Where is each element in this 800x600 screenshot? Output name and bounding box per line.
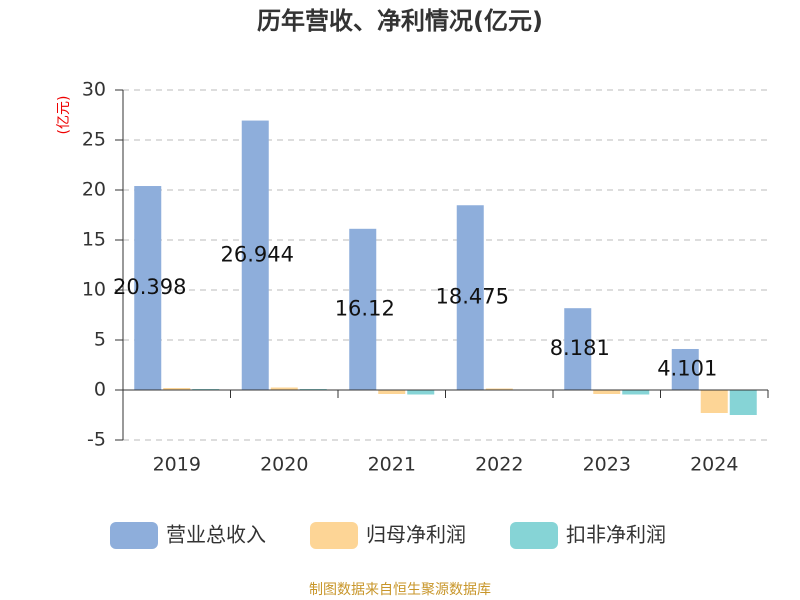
legend-label: 归母净利润 — [366, 523, 466, 547]
x-tick-label: 2020 — [260, 454, 308, 476]
chart-title: 历年营收、净利情况(亿元) — [257, 7, 543, 35]
x-tick-label: 2023 — [583, 454, 631, 476]
y-tick-label: 15 — [82, 229, 106, 251]
bar — [134, 186, 162, 390]
y-tick-label: 30 — [82, 79, 106, 101]
data-label: 20.398 — [113, 275, 186, 299]
legend-swatch — [110, 522, 158, 549]
bar — [485, 388, 513, 390]
legend-swatch — [310, 522, 358, 549]
y-tick-label: -5 — [87, 429, 106, 451]
data-label: 8.181 — [550, 336, 610, 360]
bar — [378, 390, 406, 394]
y-tick-label: 20 — [82, 179, 106, 201]
bar — [729, 390, 757, 415]
bar — [456, 205, 484, 390]
x-tick-label: 2024 — [690, 454, 738, 476]
source-note: 制图数据来自恒生聚源数据库 — [309, 582, 491, 598]
x-tick-label: 2021 — [368, 454, 416, 476]
data-label: 18.475 — [436, 285, 509, 309]
y-tick-label: 0 — [94, 379, 106, 401]
data-label: 26.944 — [221, 242, 294, 266]
legend-swatch — [510, 522, 558, 549]
y-tick-label: 10 — [82, 279, 106, 301]
y-tick-label: 25 — [82, 129, 106, 151]
data-label: 16.12 — [335, 296, 395, 320]
bar — [349, 228, 377, 390]
bar — [270, 387, 298, 390]
data-label: 4.101 — [657, 356, 717, 380]
bar — [163, 388, 191, 390]
y-tick-label: 5 — [94, 329, 106, 351]
bar — [407, 390, 435, 395]
y-axis-label: (亿元) — [56, 96, 72, 135]
bar — [564, 308, 592, 390]
bar — [700, 390, 728, 413]
bar — [241, 120, 269, 390]
legend-label: 营业总收入 — [166, 523, 266, 547]
x-tick-label: 2019 — [153, 454, 201, 476]
bar — [593, 390, 621, 394]
bar — [622, 390, 650, 395]
x-tick-label: 2022 — [475, 454, 523, 476]
legend-label: 扣非净利润 — [566, 523, 666, 547]
bar — [671, 348, 699, 390]
